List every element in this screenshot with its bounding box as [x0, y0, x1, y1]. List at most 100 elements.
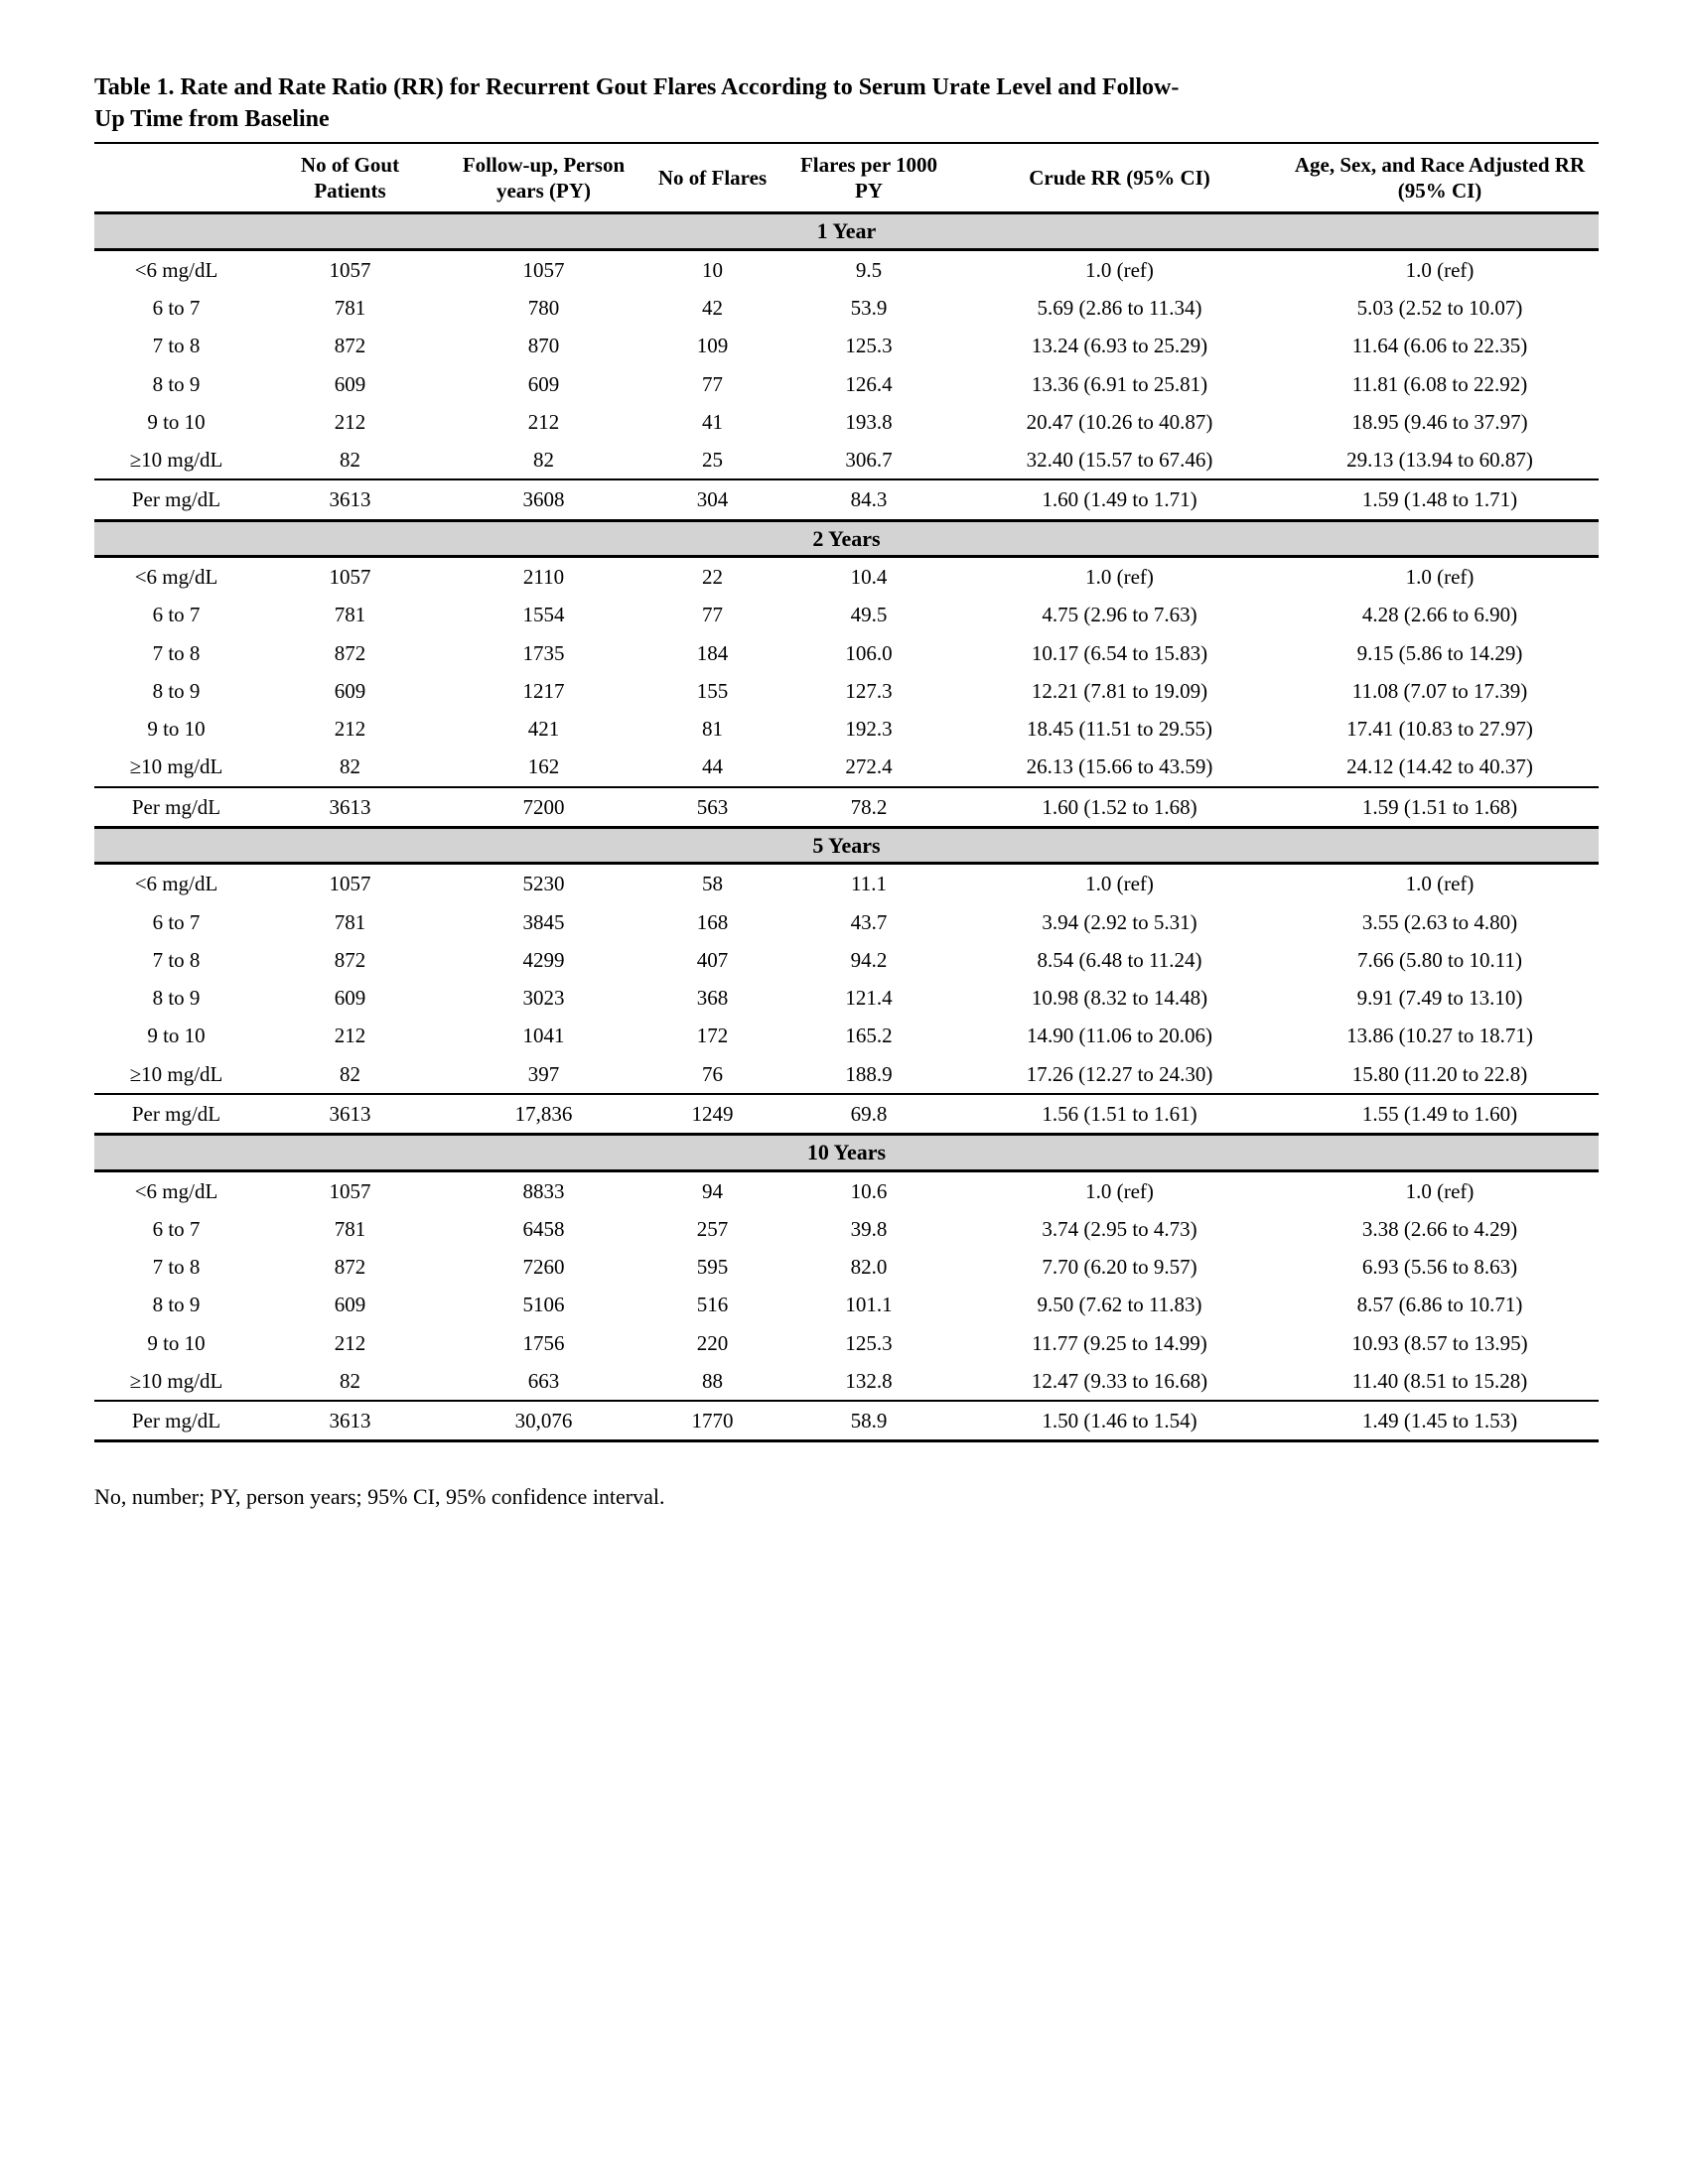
data-cell: 8.57 (6.86 to 10.71) [1356, 1293, 1523, 1317]
data-cell: 1.0 (ref) [1085, 257, 1154, 282]
data-cell: 1057 [329, 257, 371, 282]
data-cell: 2110 [522, 565, 565, 590]
table-row: 8 to 9 609 1217 155 127.3 12.21 (7.81 to 19.0… [94, 672, 1599, 710]
data-cell: 4.28 (2.66 to 6.90) [1361, 603, 1518, 627]
data-cell: 257 [696, 1216, 729, 1241]
data-cell: 3.38 (2.66 to 4.29) [1361, 1216, 1518, 1241]
table-title: Table 1. Rate and Rate Ratio (RR) for Re… [94, 74, 1180, 133]
section-label: 10 Years [94, 1133, 1599, 1172]
document-page: Table 1. Rate and Rate Ratio (RR) for Re… [94, 71, 1599, 1510]
data-cell: 5.03 (2.52 to 10.07) [1356, 296, 1523, 321]
data-cell: 77 [702, 603, 723, 627]
data-cell: 29.13 (13.94 to 60.87) [1346, 448, 1533, 473]
data-cell: 9.5 [855, 257, 883, 282]
data-cell: 1.0 (ref) [1085, 565, 1154, 590]
table-row: ≥10 mg/dL 82 397 76 188.9 17.26 (12.27 to 24.… [94, 1055, 1599, 1094]
table-row: 7 to 8 872 1735 184 106.0 10.17 (6.54 to 15.8… [94, 634, 1599, 672]
row-label-cell: 6 to 7 [152, 296, 201, 321]
data-cell: 109 [696, 334, 729, 358]
data-cell: 13.86 (10.27 to 18.71) [1346, 1024, 1533, 1048]
data-cell: 1.59 (1.51 to 1.68) [1281, 785, 1599, 828]
data-cell: 101.1 [845, 1293, 893, 1317]
data-cell: 11.1 [851, 872, 887, 896]
data-cell: 11.08 (7.07 to 17.39) [1351, 678, 1528, 703]
section-band-row: 10 Years [94, 1133, 1599, 1172]
data-cell: 58.9 [779, 1400, 958, 1441]
table-row: 6 to 7 781 6458 257 39.8 3.74 (2.95 to 4.73) 3… [94, 1210, 1599, 1248]
row-label-cell: 7 to 8 [152, 947, 201, 972]
table-row: Per mg/dL 3613 17,836 1249 69.8 1.56 (1.51 to… [94, 1092, 1599, 1135]
data-cell: 1.59 (1.48 to 1.71) [1281, 478, 1599, 521]
table-row: 8 to 9 609 609 77 126.4 13.36 (6.91 to 25.81)… [94, 365, 1599, 403]
table-row: 8 to 9 609 5106 516 101.1 9.50 (7.62 to 11.83… [94, 1286, 1599, 1323]
data-cell: 30,076 [442, 1400, 645, 1441]
data-cell: 872 [334, 334, 366, 358]
data-cell: 3845 [522, 909, 565, 934]
table-row: 9 to 10 212 421 81 192.3 18.45 (11.51 to 29.5… [94, 710, 1599, 748]
section-band-row: 5 Years [94, 825, 1599, 866]
table-row: <6 mg/dL 1057 5230 58 11.1 1.0 (ref) 1.0 (ref) [94, 864, 1599, 903]
table-row: 9 to 10 212 212 41 193.8 20.47 (10.26 to 40.8… [94, 403, 1599, 441]
data-cell: 126.4 [845, 371, 893, 396]
row-label-cell: 7 to 8 [152, 1255, 201, 1280]
gout-flare-rate-table: No of Gout Patients Follow-up, Person ye… [94, 141, 1599, 1443]
data-cell: 1041 [522, 1024, 565, 1048]
data-cell: 3613 [258, 785, 442, 828]
section-label: 2 Years [94, 518, 1599, 559]
row-label-cell: 8 to 9 [152, 678, 201, 703]
data-cell: 132.8 [845, 1368, 893, 1393]
table-row: 7 to 8 872 870 109 125.3 13.24 (6.93 to 25.29… [94, 327, 1599, 364]
table-row: 7 to 8 872 7260 595 82.0 7.70 (6.20 to 9.57) 6… [94, 1248, 1599, 1286]
data-cell: 7.70 (6.20 to 9.57) [1042, 1255, 1197, 1280]
data-cell: 41 [702, 409, 723, 434]
data-cell: 421 [527, 717, 560, 742]
data-cell: 1.0 (ref) [1405, 257, 1475, 282]
data-cell: 4299 [522, 947, 565, 972]
data-cell: 25 [702, 448, 723, 473]
header-cell-flares: No of Flares [657, 165, 768, 190]
data-cell: 44 [702, 754, 723, 779]
data-cell: 49.5 [850, 603, 888, 627]
data-cell: 3.94 (2.92 to 5.31) [1042, 909, 1197, 934]
data-cell: 7200 [442, 785, 645, 828]
data-cell: 368 [696, 986, 729, 1011]
data-cell: 193.8 [845, 409, 893, 434]
data-cell: 7260 [522, 1255, 565, 1280]
data-cell: 781 [334, 296, 366, 321]
data-cell: 26.13 (15.66 to 43.59) [1026, 754, 1213, 779]
data-cell: 11.81 (6.08 to 22.92) [1351, 371, 1528, 396]
data-cell: 168 [696, 909, 729, 934]
row-label-cell: 7 to 8 [152, 334, 201, 358]
data-cell: 212 [334, 717, 366, 742]
data-cell: 18.95 (9.46 to 37.97) [1351, 409, 1528, 434]
row-label-cell: 7 to 8 [152, 640, 201, 665]
table-row: 8 to 9 609 3023 368 121.4 10.98 (8.32 to 14.4… [94, 979, 1599, 1017]
data-cell: 82 [340, 754, 360, 779]
data-cell: 1.0 (ref) [1405, 1178, 1475, 1203]
header-cell-patients: No of Gout Patients [300, 152, 400, 204]
data-cell: 184 [696, 640, 729, 665]
data-cell: 106.0 [845, 640, 893, 665]
data-cell: 17,836 [442, 1092, 645, 1135]
table-body: 1 Year <6 mg/dL 1057 1057 10 9.5 1.0 (ref) 1.0 … [94, 211, 1599, 1441]
data-cell: 1057 [522, 257, 565, 282]
row-label-cell: <6 mg/dL [134, 1178, 218, 1203]
data-cell: 1554 [522, 603, 565, 627]
row-label-cell: ≥10 mg/dL [129, 1061, 223, 1086]
data-cell: 82 [533, 448, 554, 473]
data-cell: 162 [527, 754, 560, 779]
table-row: <6 mg/dL 1057 2110 22 10.4 1.0 (ref) 1.0 (ref) [94, 557, 1599, 597]
section-label: 5 Years [94, 825, 1599, 866]
data-cell: 1057 [329, 872, 371, 896]
data-cell: 78.2 [779, 785, 958, 828]
data-cell: 1.0 (ref) [1085, 1178, 1154, 1203]
data-cell: 609 [334, 678, 366, 703]
data-cell: 872 [334, 947, 366, 972]
data-cell: 609 [334, 986, 366, 1011]
data-cell: 94.2 [850, 947, 888, 972]
data-cell: 212 [334, 409, 366, 434]
data-cell: 1217 [522, 678, 565, 703]
data-cell: 58 [702, 872, 723, 896]
data-cell: 3.74 (2.95 to 4.73) [1042, 1216, 1197, 1241]
data-cell: 76 [702, 1061, 723, 1086]
